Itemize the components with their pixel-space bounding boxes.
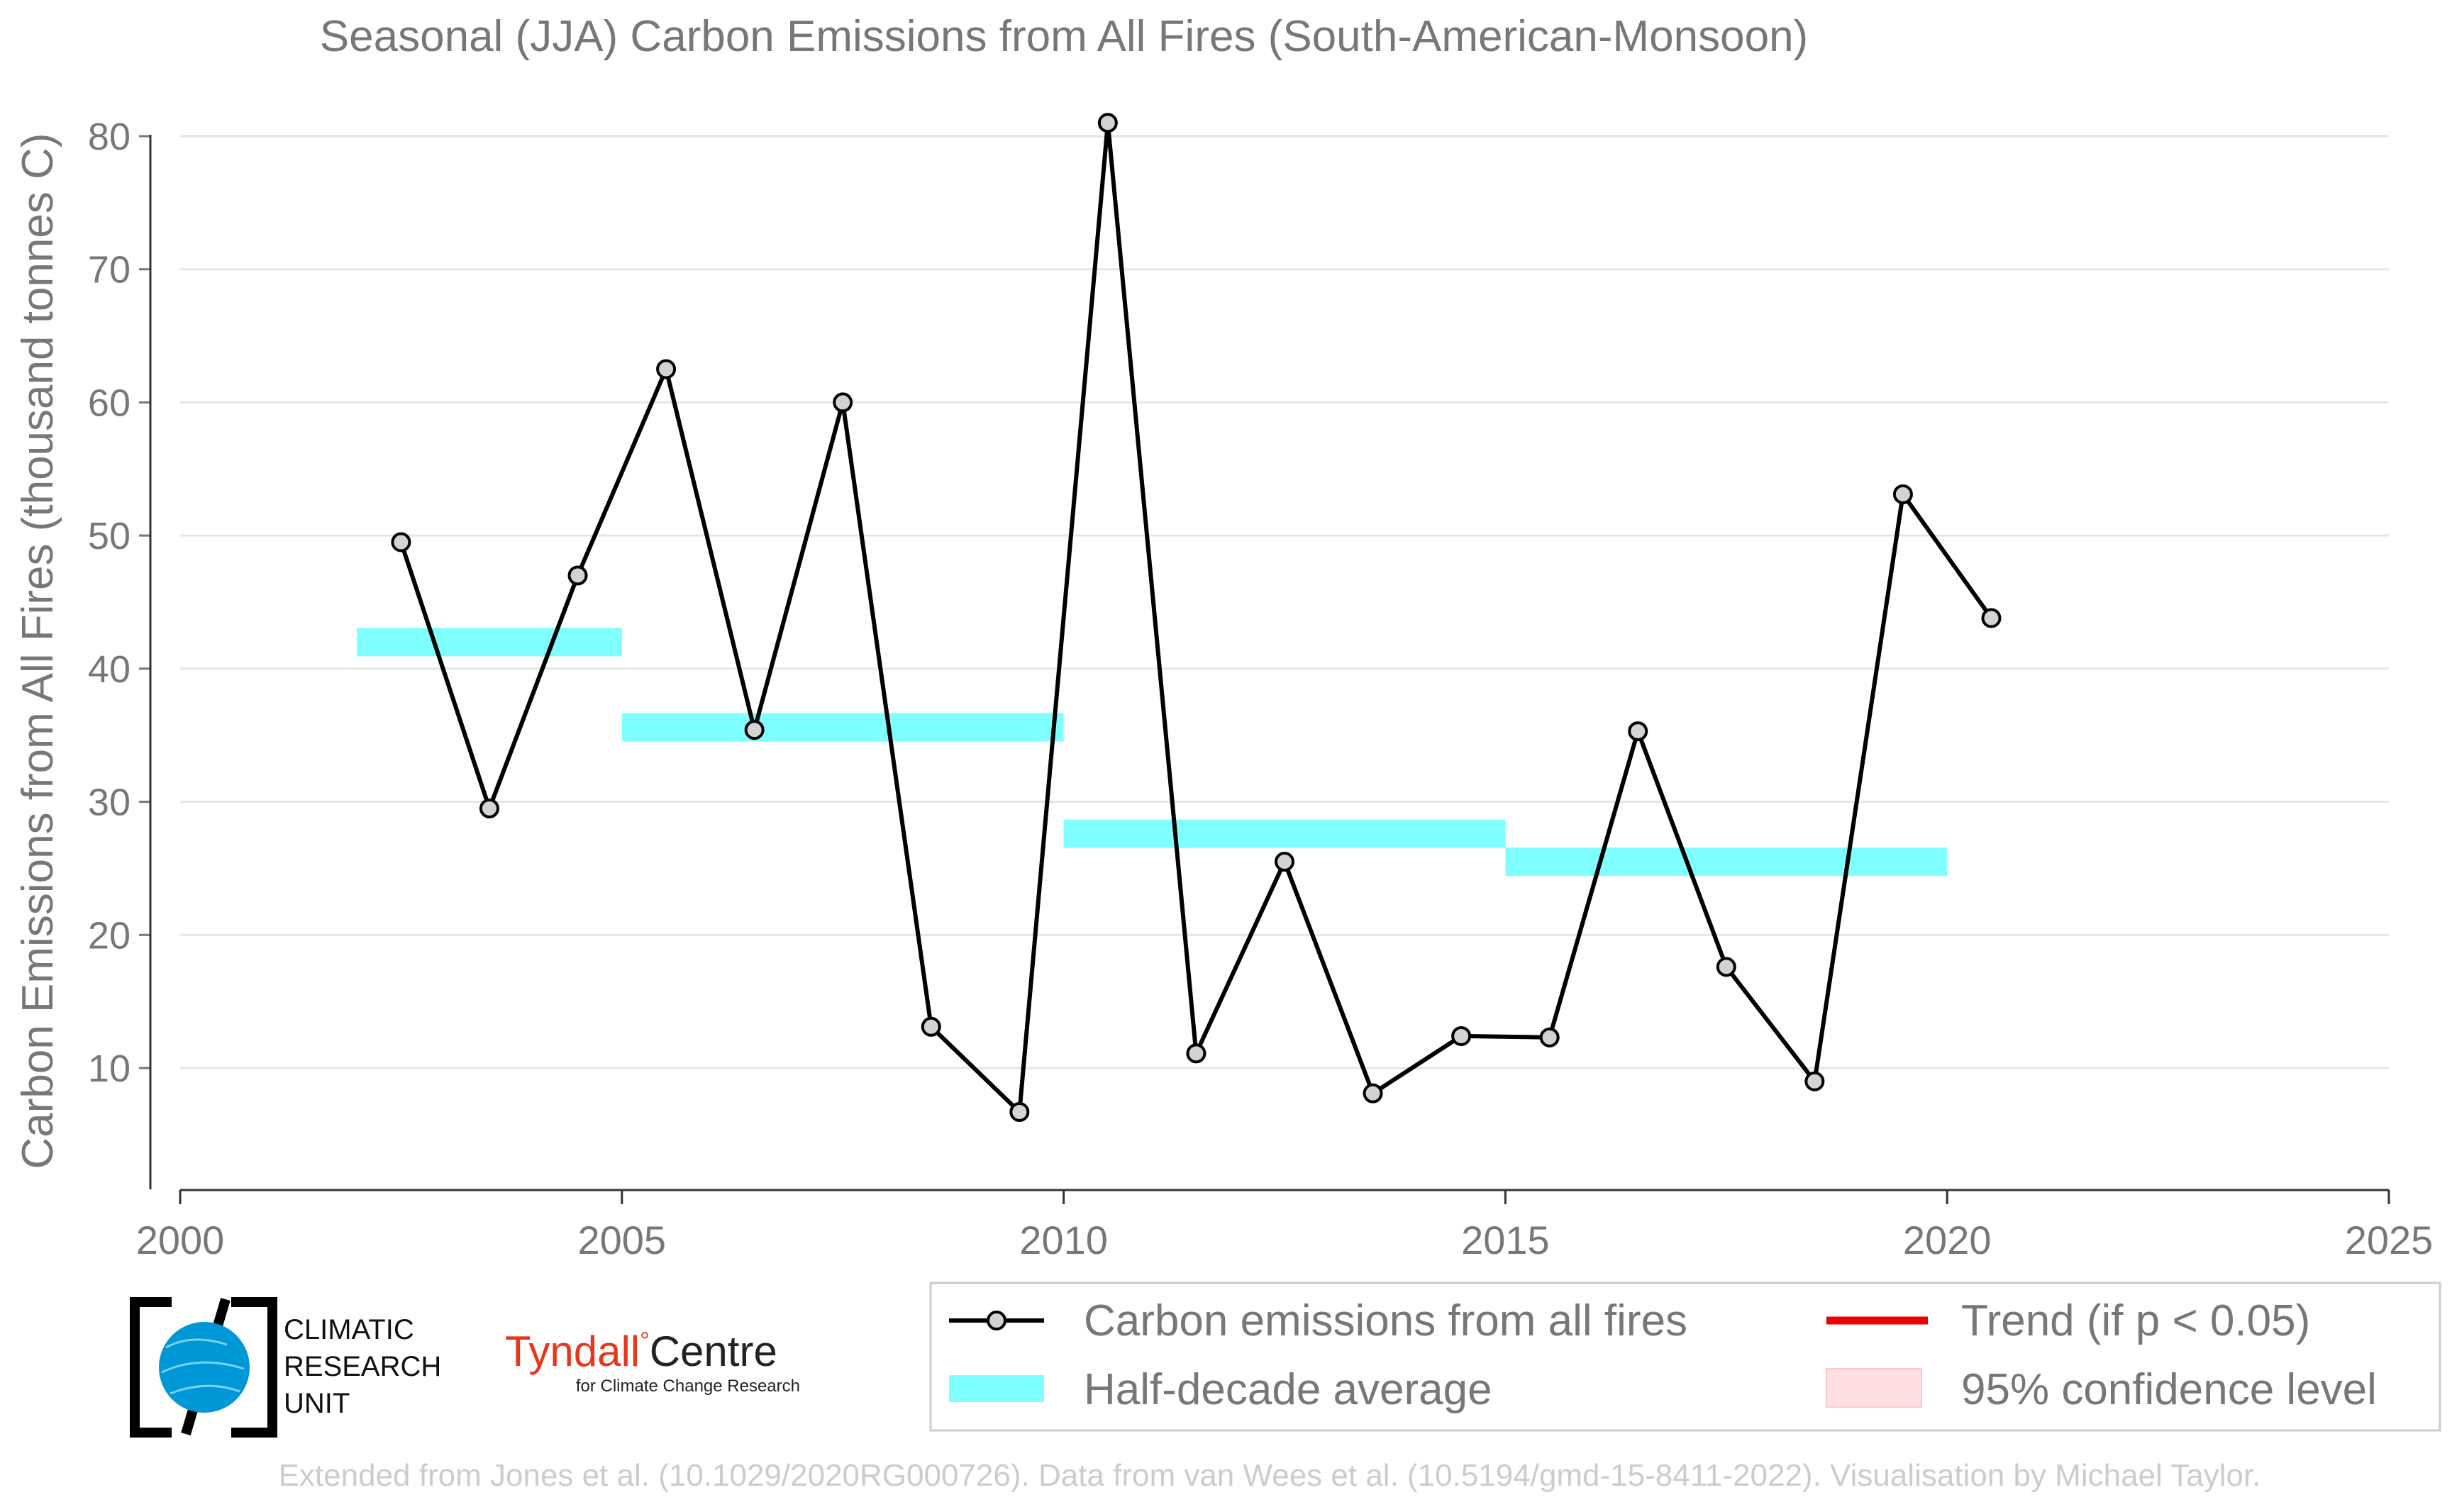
- tyndall-logo: Tyndall°Centre for Climate Change Resear…: [505, 1328, 800, 1396]
- y-tick-label-60: 60: [88, 382, 131, 424]
- legend-swatch-emissions-marker: [987, 1311, 1006, 1330]
- footer-credit: Extended from Jones et al. (10.1029/2020…: [279, 1458, 2261, 1493]
- legend: Carbon emissions from all fires Trend (i…: [929, 1282, 2441, 1432]
- y-tick-label-30: 30: [88, 782, 131, 824]
- half-decade-bar-2015-2020: [1505, 847, 1948, 877]
- legend-label-confidence: 95% confidence level: [1961, 1365, 2377, 1414]
- data-point-2002: [391, 532, 411, 552]
- data-point-2007: [833, 392, 853, 413]
- y-axis-label: Carbon Emissions from All Fires (thousan…: [13, 133, 62, 1169]
- half-decade-bars: [357, 628, 1948, 877]
- cru-logo-frame-right: [231, 1297, 277, 1438]
- x-tick-label-2025: 2025: [2345, 1218, 2434, 1262]
- data-point-2009: [1009, 1101, 1030, 1122]
- cru-logo-line-1: CLIMATIC: [284, 1314, 414, 1345]
- x-tick-label-2015: 2015: [1461, 1218, 1550, 1262]
- x-axis: 2000 2005 2010 2015 2020 2025: [136, 1189, 2434, 1262]
- y-tick-label-70: 70: [88, 249, 131, 291]
- y-tick-label-50: 50: [88, 515, 131, 557]
- cru-logo-line-2: RESEARCH: [284, 1351, 441, 1382]
- x-tick-label-2010: 2010: [1019, 1218, 1108, 1262]
- y-axis: 10 20 30 40 50 60 70 80: [88, 116, 152, 1189]
- data-point-2003: [479, 798, 499, 818]
- x-tick-label-2000: 2000: [136, 1218, 225, 1262]
- legend-swatch-confidence: [1826, 1368, 1922, 1408]
- y-tick-label-40: 40: [88, 648, 131, 691]
- data-point-2017: [1716, 957, 1736, 977]
- legend-label-half-decade: Half-decade average: [1084, 1365, 1492, 1414]
- half-decade-bar-2005-2010: [621, 713, 1064, 742]
- chart-title: Seasonal (JJA) Carbon Emissions from All…: [320, 12, 1808, 61]
- legend-swatch-half-decade: [949, 1375, 1044, 1402]
- data-point-2008: [921, 1016, 941, 1037]
- legend-frame: [929, 1282, 2441, 1432]
- tyndall-logo-name: Tyndall°Centre: [505, 1328, 777, 1375]
- legend-label-trend: Trend (if p < 0.05): [1961, 1296, 2310, 1345]
- legend-label-emissions: Carbon emissions from all fires: [1084, 1296, 1687, 1345]
- data-point-2006: [744, 720, 765, 740]
- data-point-2005: [656, 359, 677, 379]
- data-point-2016: [1628, 721, 1648, 742]
- data-point-2018: [1804, 1071, 1825, 1091]
- globe-icon-swirl: [161, 1338, 245, 1395]
- tyndall-logo-centre-part: Centre: [650, 1328, 777, 1375]
- y-tick-label-80: 80: [88, 116, 131, 158]
- cru-logo-line-3: UNIT: [284, 1388, 350, 1419]
- cru-logo: CLIMATIC RESEARCH UNIT: [130, 1297, 441, 1438]
- half-decade-bar-2010-2015: [1063, 819, 1506, 848]
- tyndall-logo-degree: °: [640, 1328, 650, 1355]
- gridlines: [180, 135, 2389, 1069]
- data-point-2004: [567, 565, 588, 586]
- data-point-2010: [1097, 113, 1118, 133]
- emissions-series: [391, 113, 2002, 1122]
- cru-logo-frame-left: [130, 1297, 172, 1438]
- data-point-2014: [1451, 1025, 1472, 1046]
- tyndall-logo-tagline: for Climate Change Research: [576, 1377, 800, 1396]
- y-tick-label-10: 10: [88, 1047, 131, 1090]
- half-decade-bar-2002-2005: [357, 628, 622, 657]
- data-point-2013: [1363, 1083, 1383, 1104]
- x-tick-label-2005: 2005: [578, 1218, 667, 1262]
- emissions-line: [399, 121, 1993, 1114]
- y-tick-label-20: 20: [88, 914, 131, 957]
- data-point-2011: [1186, 1043, 1206, 1064]
- data-point-2020: [1981, 608, 2002, 628]
- x-tick-label-2020: 2020: [1903, 1218, 1992, 1262]
- tyndall-logo-name-part: Tyndall: [505, 1328, 640, 1375]
- data-point-2015: [1539, 1027, 1560, 1047]
- data-point-2019: [1892, 484, 1913, 504]
- data-point-2012: [1275, 852, 1294, 872]
